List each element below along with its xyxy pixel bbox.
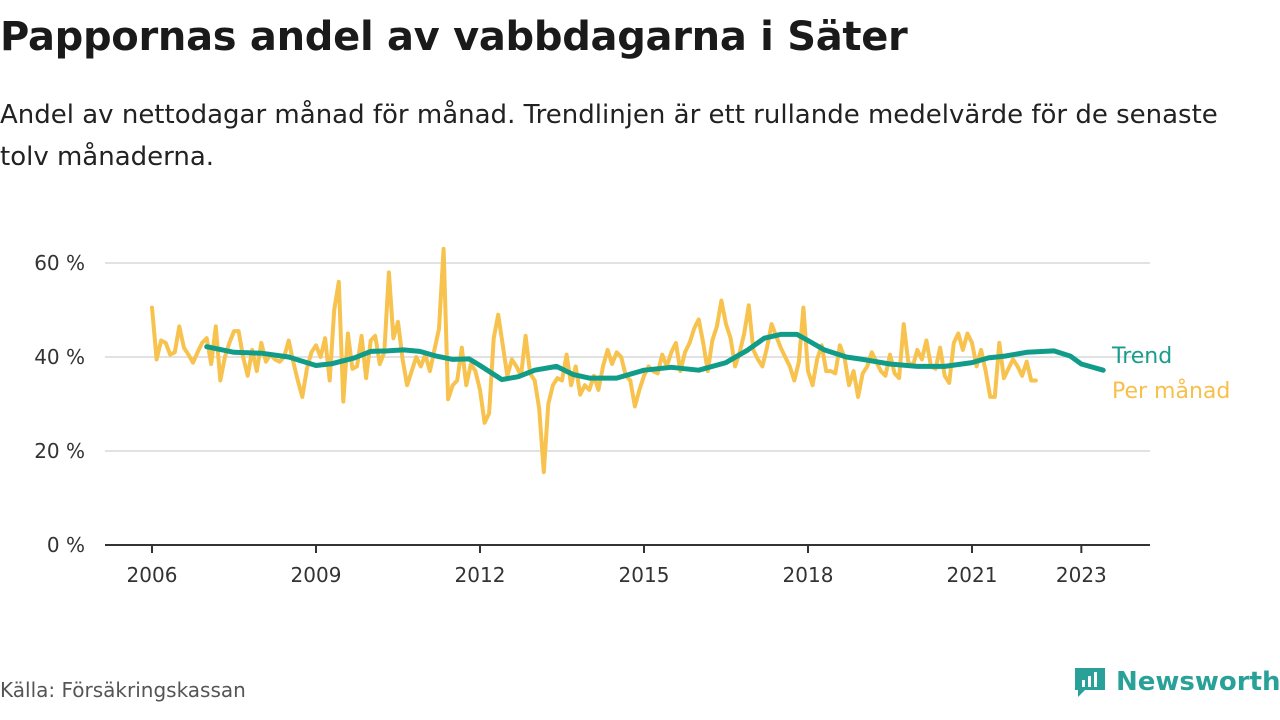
y-tick-label: 0 % [47,533,85,557]
x-tick-label: 2006 [127,563,178,587]
y-axis-tick-labels: 0 % 20 % 40 % 60 % [34,251,85,557]
series-lines [150,246,1106,475]
x-tick-label: 2015 [619,563,670,587]
x-tick-label: 2018 [783,563,834,587]
x-tick-label: 2009 [291,563,342,587]
x-tick-label: 2012 [455,563,506,587]
series-line-trend [204,331,1106,383]
brand-logo: Newsworthy [1072,664,1280,700]
y-tick-label: 20 % [34,439,85,463]
source-note: Källa: Försäkringskassan [0,678,246,702]
bar-chart-icon [1075,668,1105,697]
x-tick-label: 2021 [947,563,998,587]
y-tick-label: 40 % [34,345,85,369]
brand-name: Newsworthy [1116,667,1280,697]
chart-subtitle: Andel av nettodagar månad för månad. Tre… [0,100,1218,172]
y-tick-label: 60 % [34,251,85,275]
series-line-per-manad [150,246,1038,475]
chart-title: Pappornas andel av vabbdagarna i Säter [0,14,908,60]
series-label-trend: Trend [1111,344,1172,369]
x-axis: 2006 2009 2012 2015 2018 2021 2023 [105,544,1150,587]
series-labels: Trend Per månad [1111,344,1230,404]
series-label-per-manad: Per månad [1112,378,1230,404]
x-tick-label: 2023 [1056,563,1107,587]
line-chart: 0 % 20 % 40 % 60 % 2006 2009 2012 2015 2018 2021… [34,246,1230,587]
